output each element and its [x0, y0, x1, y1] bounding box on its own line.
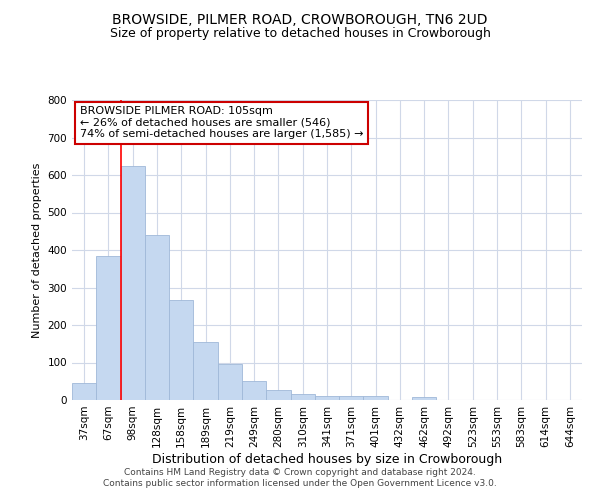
Text: BROWSIDE, PILMER ROAD, CROWBOROUGH, TN6 2UD: BROWSIDE, PILMER ROAD, CROWBOROUGH, TN6 … [112, 12, 488, 26]
Bar [290, 394, 315, 400]
Text: Size of property relative to detached houses in Crowborough: Size of property relative to detached ho… [110, 28, 490, 40]
Bar [412, 397, 436, 400]
Bar [72, 383, 96, 400]
Bar [121, 166, 145, 400]
Bar [218, 364, 242, 400]
Bar [339, 396, 364, 400]
Bar [145, 235, 169, 400]
Text: BROWSIDE PILMER ROAD: 105sqm
← 26% of detached houses are smaller (546)
74% of s: BROWSIDE PILMER ROAD: 105sqm ← 26% of de… [80, 106, 363, 139]
Bar [96, 256, 121, 400]
Bar [242, 380, 266, 400]
Bar [364, 396, 388, 400]
Bar [266, 390, 290, 400]
Y-axis label: Number of detached properties: Number of detached properties [32, 162, 42, 338]
Text: Contains HM Land Registry data © Crown copyright and database right 2024.
Contai: Contains HM Land Registry data © Crown c… [103, 468, 497, 487]
X-axis label: Distribution of detached houses by size in Crowborough: Distribution of detached houses by size … [152, 452, 502, 466]
Bar [169, 300, 193, 400]
Bar [193, 342, 218, 400]
Bar [315, 396, 339, 400]
